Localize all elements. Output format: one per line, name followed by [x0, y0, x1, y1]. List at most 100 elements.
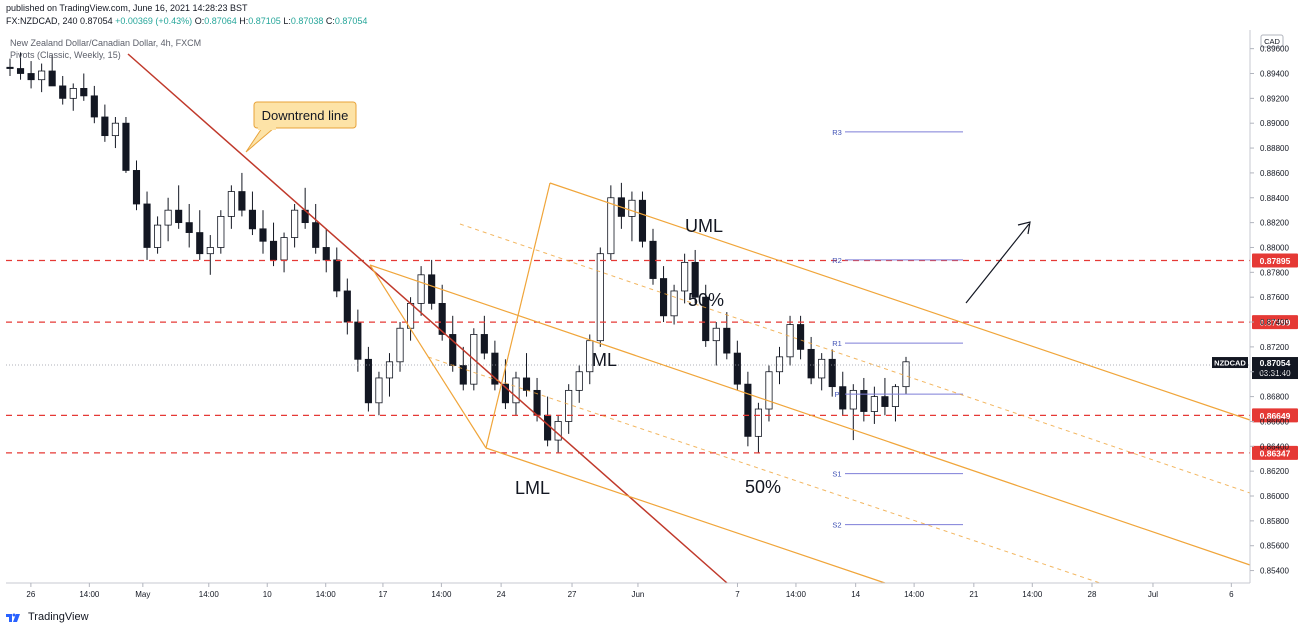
candle-body	[870, 396, 878, 412]
ohlc-line: FX:NZDCAD, 240 0.87054 +0.00369 (+0.43%)…	[6, 16, 367, 26]
label-ml: ML	[592, 350, 617, 370]
pitchfork-uml[interactable]	[549, 182, 1251, 421]
candle-body	[111, 122, 119, 137]
candle-body	[227, 191, 235, 217]
currency-badge-box	[1260, 34, 1284, 48]
candle-body	[185, 222, 193, 233]
candle-body	[860, 389, 868, 412]
price-level-tag	[1252, 315, 1298, 330]
open-label: O:	[194, 16, 205, 26]
pivot-label: R3	[832, 128, 842, 137]
pivot-label: R2	[832, 256, 842, 265]
high-label: H:	[239, 16, 249, 26]
candle-body	[765, 371, 773, 410]
pitchfork-ml[interactable]	[369, 264, 1251, 566]
pitchfork-upper-50[interactable]	[459, 223, 1251, 494]
candle-body	[565, 389, 573, 422]
arrow-shaft[interactable]	[965, 223, 1030, 304]
candle-body	[428, 274, 436, 304]
candle-body	[175, 209, 183, 224]
price-axis[interactable]: CAD 0.89600 0.89400 0.89200 0.89000 0.88800 0…	[1249, 30, 1289, 583]
candle-body	[6, 66, 14, 69]
price-tick-label: 0.88200	[1260, 219, 1289, 228]
current-symbol-tag	[1212, 357, 1248, 369]
arrow-head	[1017, 221, 1031, 235]
candle-body	[48, 70, 56, 87]
candle-body	[828, 358, 836, 388]
candle-body	[849, 389, 857, 410]
candle-body	[480, 334, 488, 354]
candle-body	[586, 340, 594, 373]
close-value: 0.87054	[334, 16, 368, 26]
candle-body	[143, 203, 151, 248]
candle-body	[607, 197, 615, 255]
pivot-label: S1	[832, 470, 841, 479]
time-tick-label: 14:00	[316, 590, 337, 599]
plot-area[interactable]	[6, 30, 1250, 583]
candle-body	[269, 240, 278, 261]
time-tick-label: 14:00	[199, 590, 220, 599]
price-tick-label: 0.89200	[1260, 94, 1289, 103]
pitchfork-lower-50[interactable]	[427, 356, 1101, 584]
callout-joint	[258, 126, 276, 130]
candle-body	[385, 361, 394, 379]
symbol-interval: FX:NZDCAD, 240	[6, 16, 78, 26]
high-value: 0.87105	[248, 16, 281, 26]
candle-body	[712, 327, 720, 342]
label-lml: LML	[515, 478, 550, 498]
price-level-value: 0.87399	[1260, 318, 1291, 328]
callout-box[interactable]	[253, 101, 357, 129]
candle-body	[459, 365, 467, 385]
published-caption: published on TradingView.com, June 16, 2…	[6, 3, 248, 13]
candle-body	[196, 232, 204, 255]
time-tick-label: 21	[969, 590, 978, 599]
candle-body	[354, 321, 362, 360]
candle-body	[291, 209, 299, 238]
candle-body	[723, 327, 731, 354]
candle-body	[364, 358, 372, 404]
tradingview-brand: TradingView	[28, 611, 89, 623]
candle-body	[512, 377, 520, 404]
candle-body	[638, 199, 647, 242]
downtrend-line[interactable]	[127, 53, 728, 584]
price-tick-label: 0.89600	[1260, 45, 1289, 54]
candle-body	[101, 116, 109, 137]
price-tick-label: 0.88000	[1260, 243, 1289, 252]
candles	[6, 52, 910, 453]
time-tick-label: 14:00	[786, 590, 807, 599]
tradingview-logo-icon	[6, 613, 20, 622]
price-tick-label: 0.86400	[1260, 442, 1289, 451]
pitchfork-pivot-connector[interactable]	[369, 264, 487, 449]
price-level-tag	[1252, 408, 1298, 423]
candle-body	[16, 68, 25, 74]
price-tick-label: 0.87200	[1260, 343, 1289, 352]
low-label: L:	[283, 16, 291, 26]
price-tick-label: 0.86000	[1260, 492, 1289, 501]
candle-body	[807, 348, 815, 379]
pitchfork-lml[interactable]	[485, 447, 886, 584]
tradingview-logo[interactable]: TradingView	[6, 611, 89, 623]
current-price-value: 0.87054	[1260, 358, 1291, 368]
current-price-tag	[1252, 357, 1298, 380]
candle-body	[206, 247, 214, 255]
candle-body	[744, 383, 752, 437]
label-fifty-upper: 50%	[688, 290, 724, 310]
price-level-tag	[1252, 253, 1298, 268]
currency-badge: CAD	[1264, 37, 1280, 46]
candle-body	[27, 73, 35, 81]
price-tick-label: 0.86800	[1260, 393, 1289, 402]
candle-body	[333, 259, 341, 292]
price-tick-label: 0.85400	[1260, 567, 1289, 576]
candle-body	[438, 302, 446, 335]
candle-body	[596, 253, 604, 342]
pitchfork-handle[interactable]	[485, 182, 551, 449]
last-price: 0.87054	[80, 16, 113, 26]
time-tick-label: 7	[735, 590, 740, 599]
time-axis[interactable]: 26 14:00 May 14:00 10 14:00 17 14:00 24 27 Jun 7 14:…	[6, 582, 1250, 599]
price-change: +0.00369 (+0.43%)	[115, 16, 193, 26]
price-tick-label: 0.85600	[1260, 542, 1289, 551]
pivot-label: P	[834, 390, 839, 399]
candle-body	[775, 356, 784, 373]
price-level-tag	[1252, 445, 1298, 460]
